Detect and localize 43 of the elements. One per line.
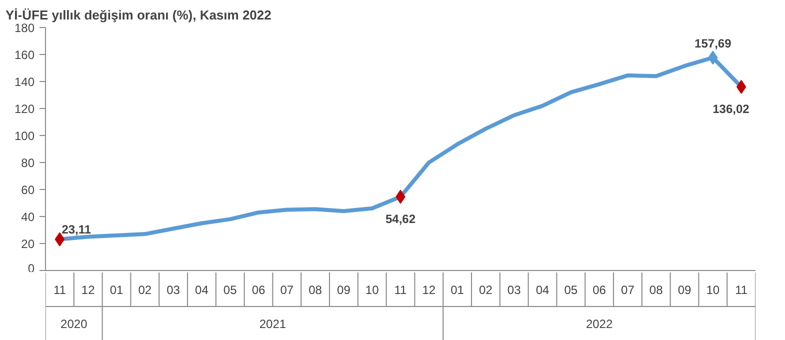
x-tick-label: 11 bbox=[735, 283, 748, 297]
x-tick-label: 05 bbox=[564, 283, 578, 297]
y-tick-label: 160 bbox=[14, 48, 35, 62]
x-tick-label: 12 bbox=[422, 283, 436, 297]
x-tick-label: 07 bbox=[621, 283, 635, 297]
data-label: 157,69 bbox=[694, 36, 732, 51]
x-tick-label: 11 bbox=[394, 283, 408, 297]
y-tick-label: 140 bbox=[14, 75, 35, 89]
x-tick-label: 01 bbox=[110, 283, 124, 297]
x-tick-label: 11 bbox=[53, 283, 66, 297]
x-tick-label: 04 bbox=[536, 283, 550, 297]
point bbox=[736, 80, 746, 94]
x-tick-label: 07 bbox=[280, 283, 294, 297]
text: 2022 bbox=[586, 317, 613, 331]
x-tick-label: 08 bbox=[308, 283, 322, 297]
x-tick-label: 02 bbox=[138, 283, 152, 297]
data-label: 54,62 bbox=[385, 212, 416, 226]
data-label: 136,02 bbox=[712, 102, 750, 116]
x-tick-label: 09 bbox=[337, 283, 351, 297]
y-tick-label: 40 bbox=[21, 210, 35, 224]
data-label: 23,11 bbox=[62, 222, 92, 236]
text: 2020 bbox=[60, 317, 88, 331]
y-tick-label: 20 bbox=[21, 237, 35, 251]
x-tick-label: 05 bbox=[223, 283, 238, 297]
x-tick-label: 06 bbox=[592, 283, 606, 297]
y-tick-label: 120 bbox=[14, 102, 35, 116]
x-tick-label: 01 bbox=[450, 283, 464, 297]
x-tick-label: 09 bbox=[678, 283, 692, 297]
chart-title: Yİ-ÜFE yıllık değişim oranı (%), Kasım 2022 bbox=[6, 8, 272, 22]
x-tick-label: 12 bbox=[81, 283, 96, 297]
y-tick-label: 180 bbox=[14, 21, 35, 35]
x-tick-label: 03 bbox=[507, 283, 522, 297]
x-tick-label: 08 bbox=[649, 283, 664, 297]
x-tick-label: 04 bbox=[195, 283, 209, 297]
x-tick-label: 06 bbox=[252, 283, 266, 297]
y-tick-label: 100 bbox=[14, 129, 35, 143]
text: 2021 bbox=[259, 317, 286, 331]
y-tick-label: 60 bbox=[21, 183, 35, 197]
x-tick-label: 10 bbox=[365, 283, 380, 297]
x-tick-label: 10 bbox=[706, 283, 720, 297]
x-tick-label: 02 bbox=[479, 283, 493, 297]
x-tick-label: 03 bbox=[166, 283, 180, 297]
y-tick-label: 80 bbox=[21, 156, 35, 170]
